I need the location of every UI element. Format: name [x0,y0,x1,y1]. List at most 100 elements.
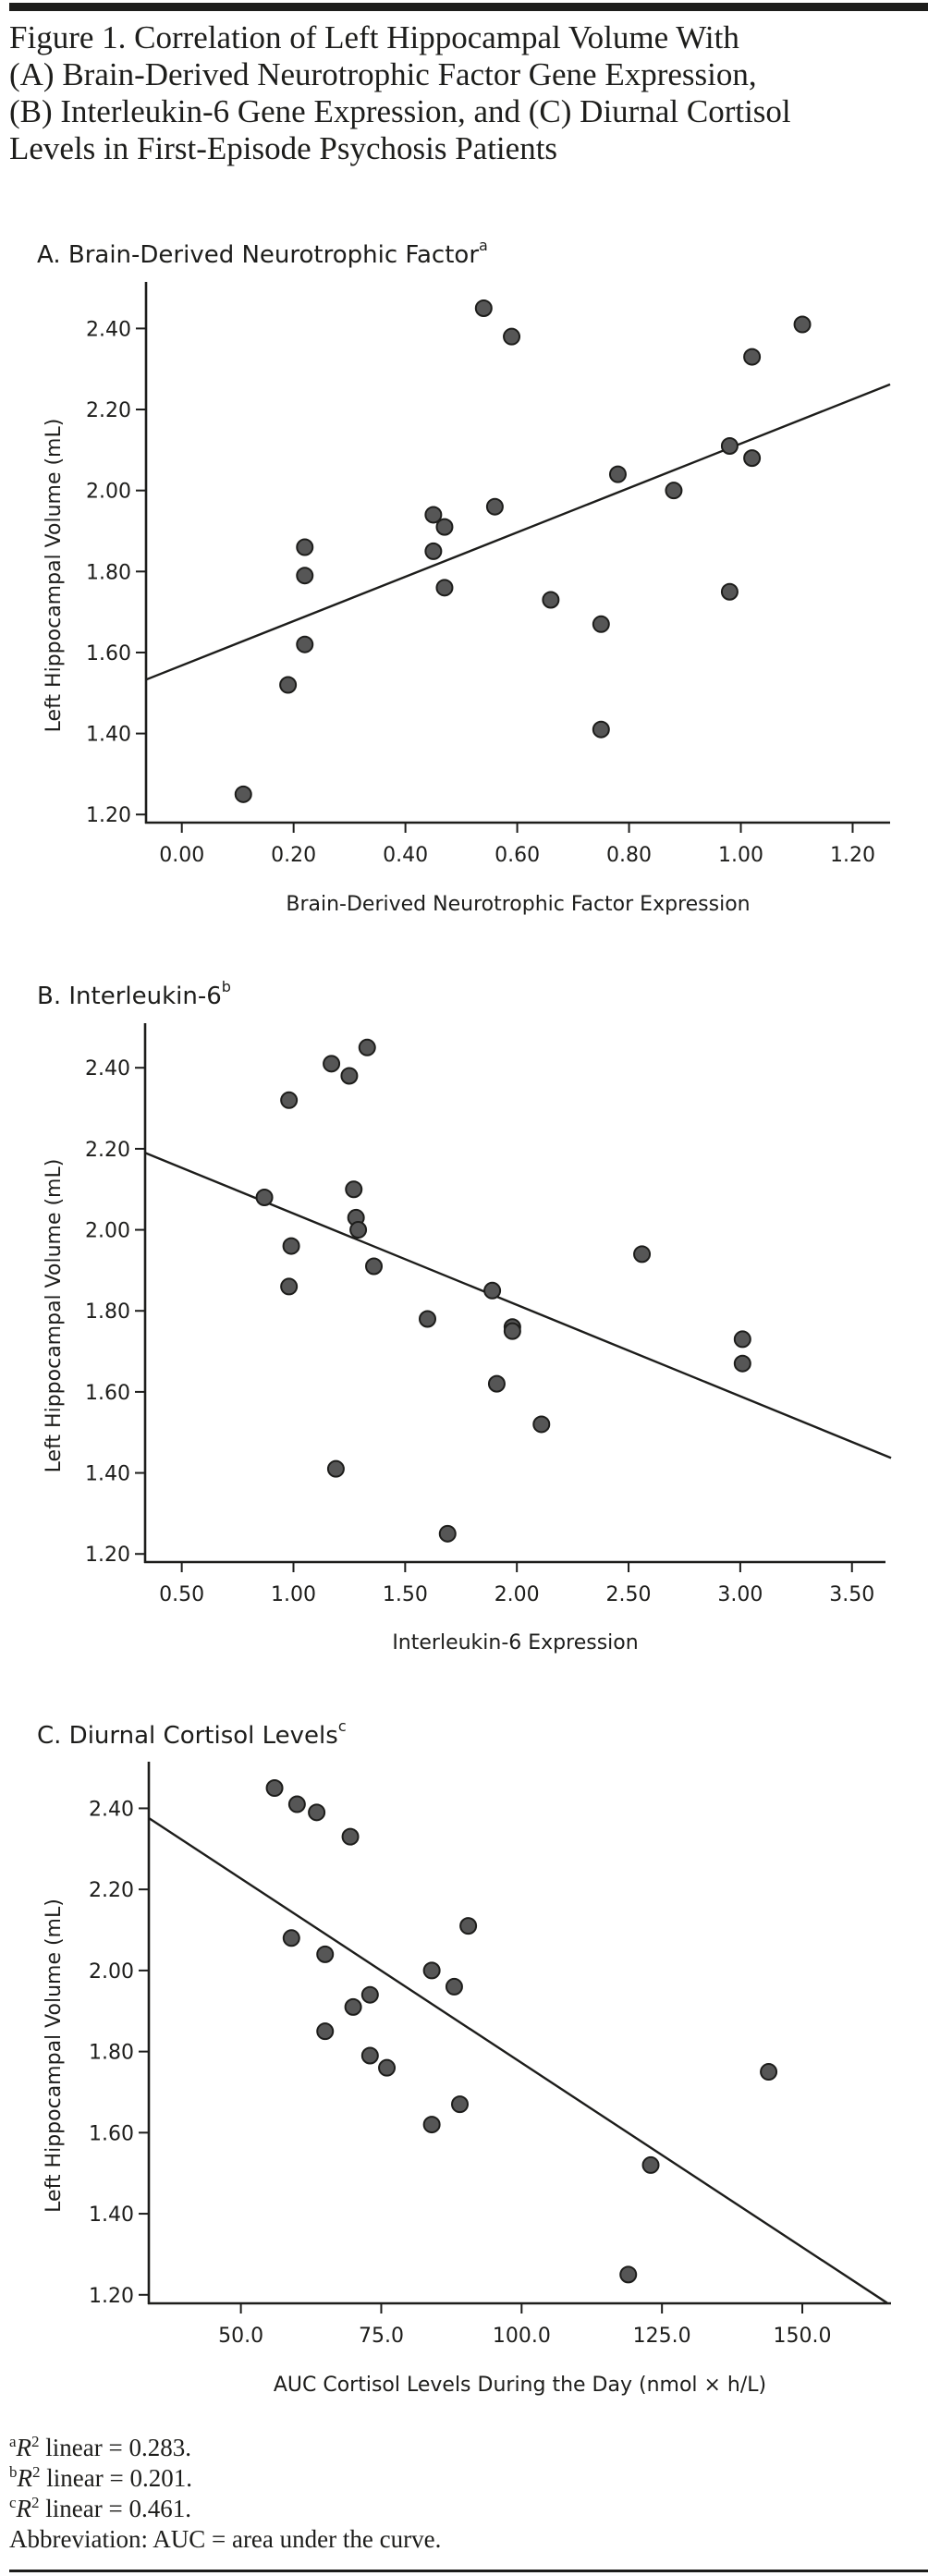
panel-a-regression-line [145,383,891,681]
panel-b-data-point [345,1180,363,1199]
panel-b-y-tick-label: 1.80 [85,1300,130,1324]
figure-title-line-3: (B) Interleukin-6 Gene Expression, and (… [9,93,791,129]
bottom-rule [9,2570,928,2572]
panel-c-title-superscript: c [338,1717,347,1735]
panel-c-data-point [445,1977,463,1996]
panel-b-x-tick-label: 3.50 [829,1583,874,1606]
panel-b-data-point [255,1188,274,1206]
panel-c-y-tick-label: 2.00 [89,1960,134,1984]
panel-c-x-tick-label: 100.0 [493,2325,551,2348]
footnote-a-sup: 2 [31,2433,40,2450]
panel-c-y-tick-label: 1.20 [89,2285,134,2308]
panel-a-data-point [474,299,493,317]
panel-b-data-point [438,1524,457,1543]
panel-a-y-tick-label: 2.20 [86,399,131,422]
panel-b-data-point [323,1055,341,1073]
panel-a-y-tick-label: 2.40 [86,318,131,341]
panel-a-data-point [592,720,610,739]
panel-a-data-point [296,635,314,653]
panel-c-data-point [451,2095,470,2114]
panel-c-y-tick-label: 1.40 [89,2204,134,2227]
panel-b-data-point [280,1277,299,1296]
panel-b-x-tick-label: 2.50 [606,1583,652,1606]
panel-a-x-tick-label: 0.20 [271,844,316,867]
panel-c-data-point [360,2046,379,2065]
panel-b-x-tick-label: 3.00 [717,1583,763,1606]
panel-b-data-point [633,1245,652,1264]
footnote-b-sup: 2 [32,2463,41,2481]
panel-b-data-point [340,1067,359,1085]
panel-b-x-tick-label: 2.00 [495,1583,540,1606]
panel-c-data-point [422,1961,441,1980]
panel-b-data-point [532,1415,551,1434]
footnote-a-text: linear = 0.283. [40,2434,191,2461]
panel-a-data-point [279,676,298,694]
panel-c-data-point [316,2022,335,2041]
panel-b-data-point [733,1354,751,1373]
panel-c: C. Diurnal Cortisol Levelsc 1.20 1.40 1.60 1… [37,1717,891,2397]
panel-c-y-tick-label: 1.60 [89,2122,134,2145]
panel-a-x-tick-label: 0.60 [495,844,540,867]
panel-a-y-tick-label: 2.00 [86,481,131,504]
panel-c-y-tick-label: 2.40 [89,1798,134,1821]
panel-b-data-point [733,1330,751,1349]
figure-title-line-2: (A) Brain-Derived Neurotrophic Factor Ge… [9,56,757,92]
panel-b-data-point [419,1310,437,1328]
figure-title: Figure 1. Correlation of Left Hippocampa… [9,19,791,166]
panel-a-data-point [592,615,610,633]
panel-a-y-tick-label: 1.40 [86,724,131,747]
footnote-a: aR2 linear = 0.283. [9,2433,191,2461]
panel-b-data-point [282,1237,300,1255]
panel-a-data-point [720,582,739,601]
panel-a-data-point [435,579,454,597]
footnote-c: cR2 linear = 0.461. [9,2494,191,2522]
panel-c-x-axis-label: AUC Cortisol Levels During the Day (nmol… [274,2374,766,2397]
panel-b-title: B. Interleukin-6b [37,978,231,1010]
panel-b-title-superscript: b [222,978,231,995]
panel-c-data-point [316,1945,335,1963]
panel-a-title: A. Brain-Derived Neurotrophic Factora [37,237,488,269]
panel-a-x-tick-label: 0.40 [383,844,428,867]
panel-a-data-point [234,785,252,803]
panel-b-x-tick-label: 0.50 [159,1583,204,1606]
footnote-b-text: linear = 0.201. [41,2464,192,2492]
panel-c-data-point [287,1795,306,1813]
panel-a-data-point [424,542,443,560]
panel-a-x-axis-label: Brain-Derived Neurotrophic Factor Expres… [286,893,750,916]
panel-b-y-tick-label: 2.20 [85,1139,130,1162]
panel-c-y-tick-label: 1.80 [89,2042,134,2065]
panel-a-data-point [435,518,454,536]
panel-c-data-point [341,1827,360,1846]
panel-a-data-point [720,436,739,455]
panel-a-data-point [743,348,762,366]
panel-b: B. Interleukin-6b 1.20 1.40 1.60 1.80 2.00 2.2… [37,978,892,1654]
panel-c-title-text: C. Diurnal Cortisol Levels [37,1722,338,1750]
panel-b-data-point [326,1459,345,1478]
panel-b-data-point [365,1257,384,1276]
panel-a-data-point [485,497,504,516]
panel-a-data-point [503,327,521,346]
top-rule [9,3,928,11]
figure-title-line-1: Figure 1. Correlation of Left Hippocampa… [9,19,739,55]
panel-b-x-axis-label: Interleukin-6 Expression [392,1631,638,1654]
panel-b-data-point [487,1374,506,1393]
panel-c-x-tick-label: 75.0 [359,2325,404,2348]
panel-a-data-point [296,567,314,585]
panel-a-data-point [296,538,314,556]
panel-a-x-tick-label: 1.00 [718,844,763,867]
panel-c-x-tick-label: 150.0 [774,2325,832,2348]
panel-a-y-axis-label: Left Hippocampal Volume (mL) [43,419,66,733]
footnote-b-r: R [17,2464,33,2492]
panel-b-x-tick-label: 1.50 [383,1583,428,1606]
panel-c-data-point [619,2265,638,2284]
panel-a-y-tick-label: 1.80 [86,561,131,584]
panel-c-data-point [360,1985,379,2004]
panel-c-title: C. Diurnal Cortisol Levelsc [37,1717,347,1750]
panel-b-y-tick-label: 1.60 [85,1382,130,1405]
panel-a-title-text: A. Brain-Derived Neurotrophic Factor [37,241,479,269]
panel-b-y-tick-label: 1.40 [85,1463,130,1486]
footnotes: aR2 linear = 0.283. bR2 linear = 0.201. … [9,2433,441,2553]
panel-c-data-point [760,2063,778,2082]
footnote-c-r: R [16,2495,32,2522]
